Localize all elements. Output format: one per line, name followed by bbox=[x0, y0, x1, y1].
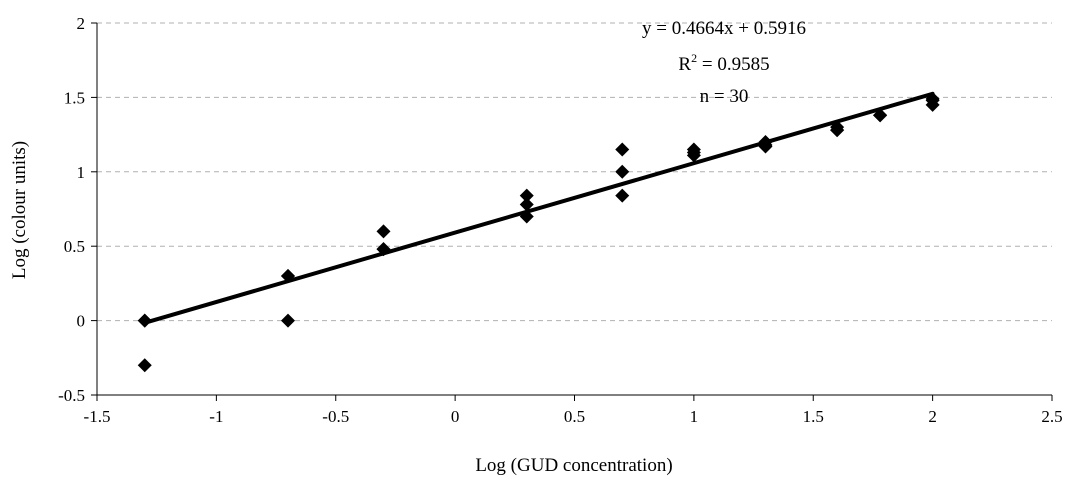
x-tick-label: -1 bbox=[209, 407, 223, 426]
data-point-marker bbox=[925, 93, 940, 108]
data-point-marker bbox=[137, 313, 152, 328]
data-point-marker bbox=[873, 108, 888, 123]
data-point-marker bbox=[281, 313, 295, 328]
data-point-marker bbox=[615, 164, 630, 179]
regression-equation: y = 0.4664x + 0.5916 bbox=[642, 18, 806, 39]
data-point-marker bbox=[615, 142, 630, 157]
x-tick-label: -0.5 bbox=[322, 407, 349, 426]
y-tick-label: 0.5 bbox=[64, 237, 85, 256]
data-point-marker bbox=[376, 242, 391, 257]
x-axis-label: Log (GUD concentration) bbox=[475, 455, 672, 476]
data-point-marker bbox=[830, 123, 845, 138]
data-point-marker bbox=[376, 224, 391, 239]
data-point-marker bbox=[686, 145, 701, 160]
y-axis-label: Log (colour units) bbox=[9, 141, 30, 279]
x-tick-label: -1.5 bbox=[84, 407, 111, 426]
data-point-marker bbox=[758, 139, 773, 154]
axes bbox=[91, 22, 1053, 401]
trendline-layer bbox=[142, 91, 935, 325]
x-tick-label: 1 bbox=[690, 407, 699, 426]
y-tick-label: -0.5 bbox=[58, 386, 85, 405]
y-tick-label: 1 bbox=[77, 163, 86, 182]
y-tick-label: 2 bbox=[77, 14, 86, 33]
x-tick-label: 0.5 bbox=[564, 407, 585, 426]
r-squared: R2 = 0.9585 bbox=[678, 51, 769, 75]
regression-annotation: y = 0.4664x + 0.5916 R2 = 0.9585 n = 30 bbox=[642, 18, 806, 107]
x-tick-label: 0 bbox=[451, 407, 460, 426]
data-point-marker bbox=[137, 358, 152, 373]
x-tick-label: 1.5 bbox=[803, 407, 824, 426]
tick-labels: -0.5 0 0.5 1 1.5 2 -1.5 -1 -0.5 0 0.5 1 1.5 2 2.5 bbox=[58, 14, 1063, 426]
data-point-marker bbox=[519, 188, 534, 203]
y-tick-label: 0 bbox=[77, 312, 86, 331]
y-tick-label: 1.5 bbox=[64, 88, 85, 107]
x-tick-label: 2 bbox=[928, 407, 937, 426]
gridlines bbox=[97, 22, 1052, 322]
data-point-marker bbox=[281, 268, 295, 283]
sample-size: n = 30 bbox=[700, 86, 749, 107]
r-squared-superscript: 2 bbox=[691, 51, 697, 65]
data-point-marker bbox=[519, 197, 534, 212]
data-point-marker bbox=[615, 188, 630, 203]
data-point-marker bbox=[519, 209, 534, 224]
data-points bbox=[137, 91, 940, 373]
x-tick-label: 2.5 bbox=[1041, 407, 1062, 426]
r-squared-prefix: R bbox=[678, 54, 691, 75]
r-squared-value: = 0.9585 bbox=[697, 54, 769, 75]
regression-line bbox=[142, 91, 935, 325]
